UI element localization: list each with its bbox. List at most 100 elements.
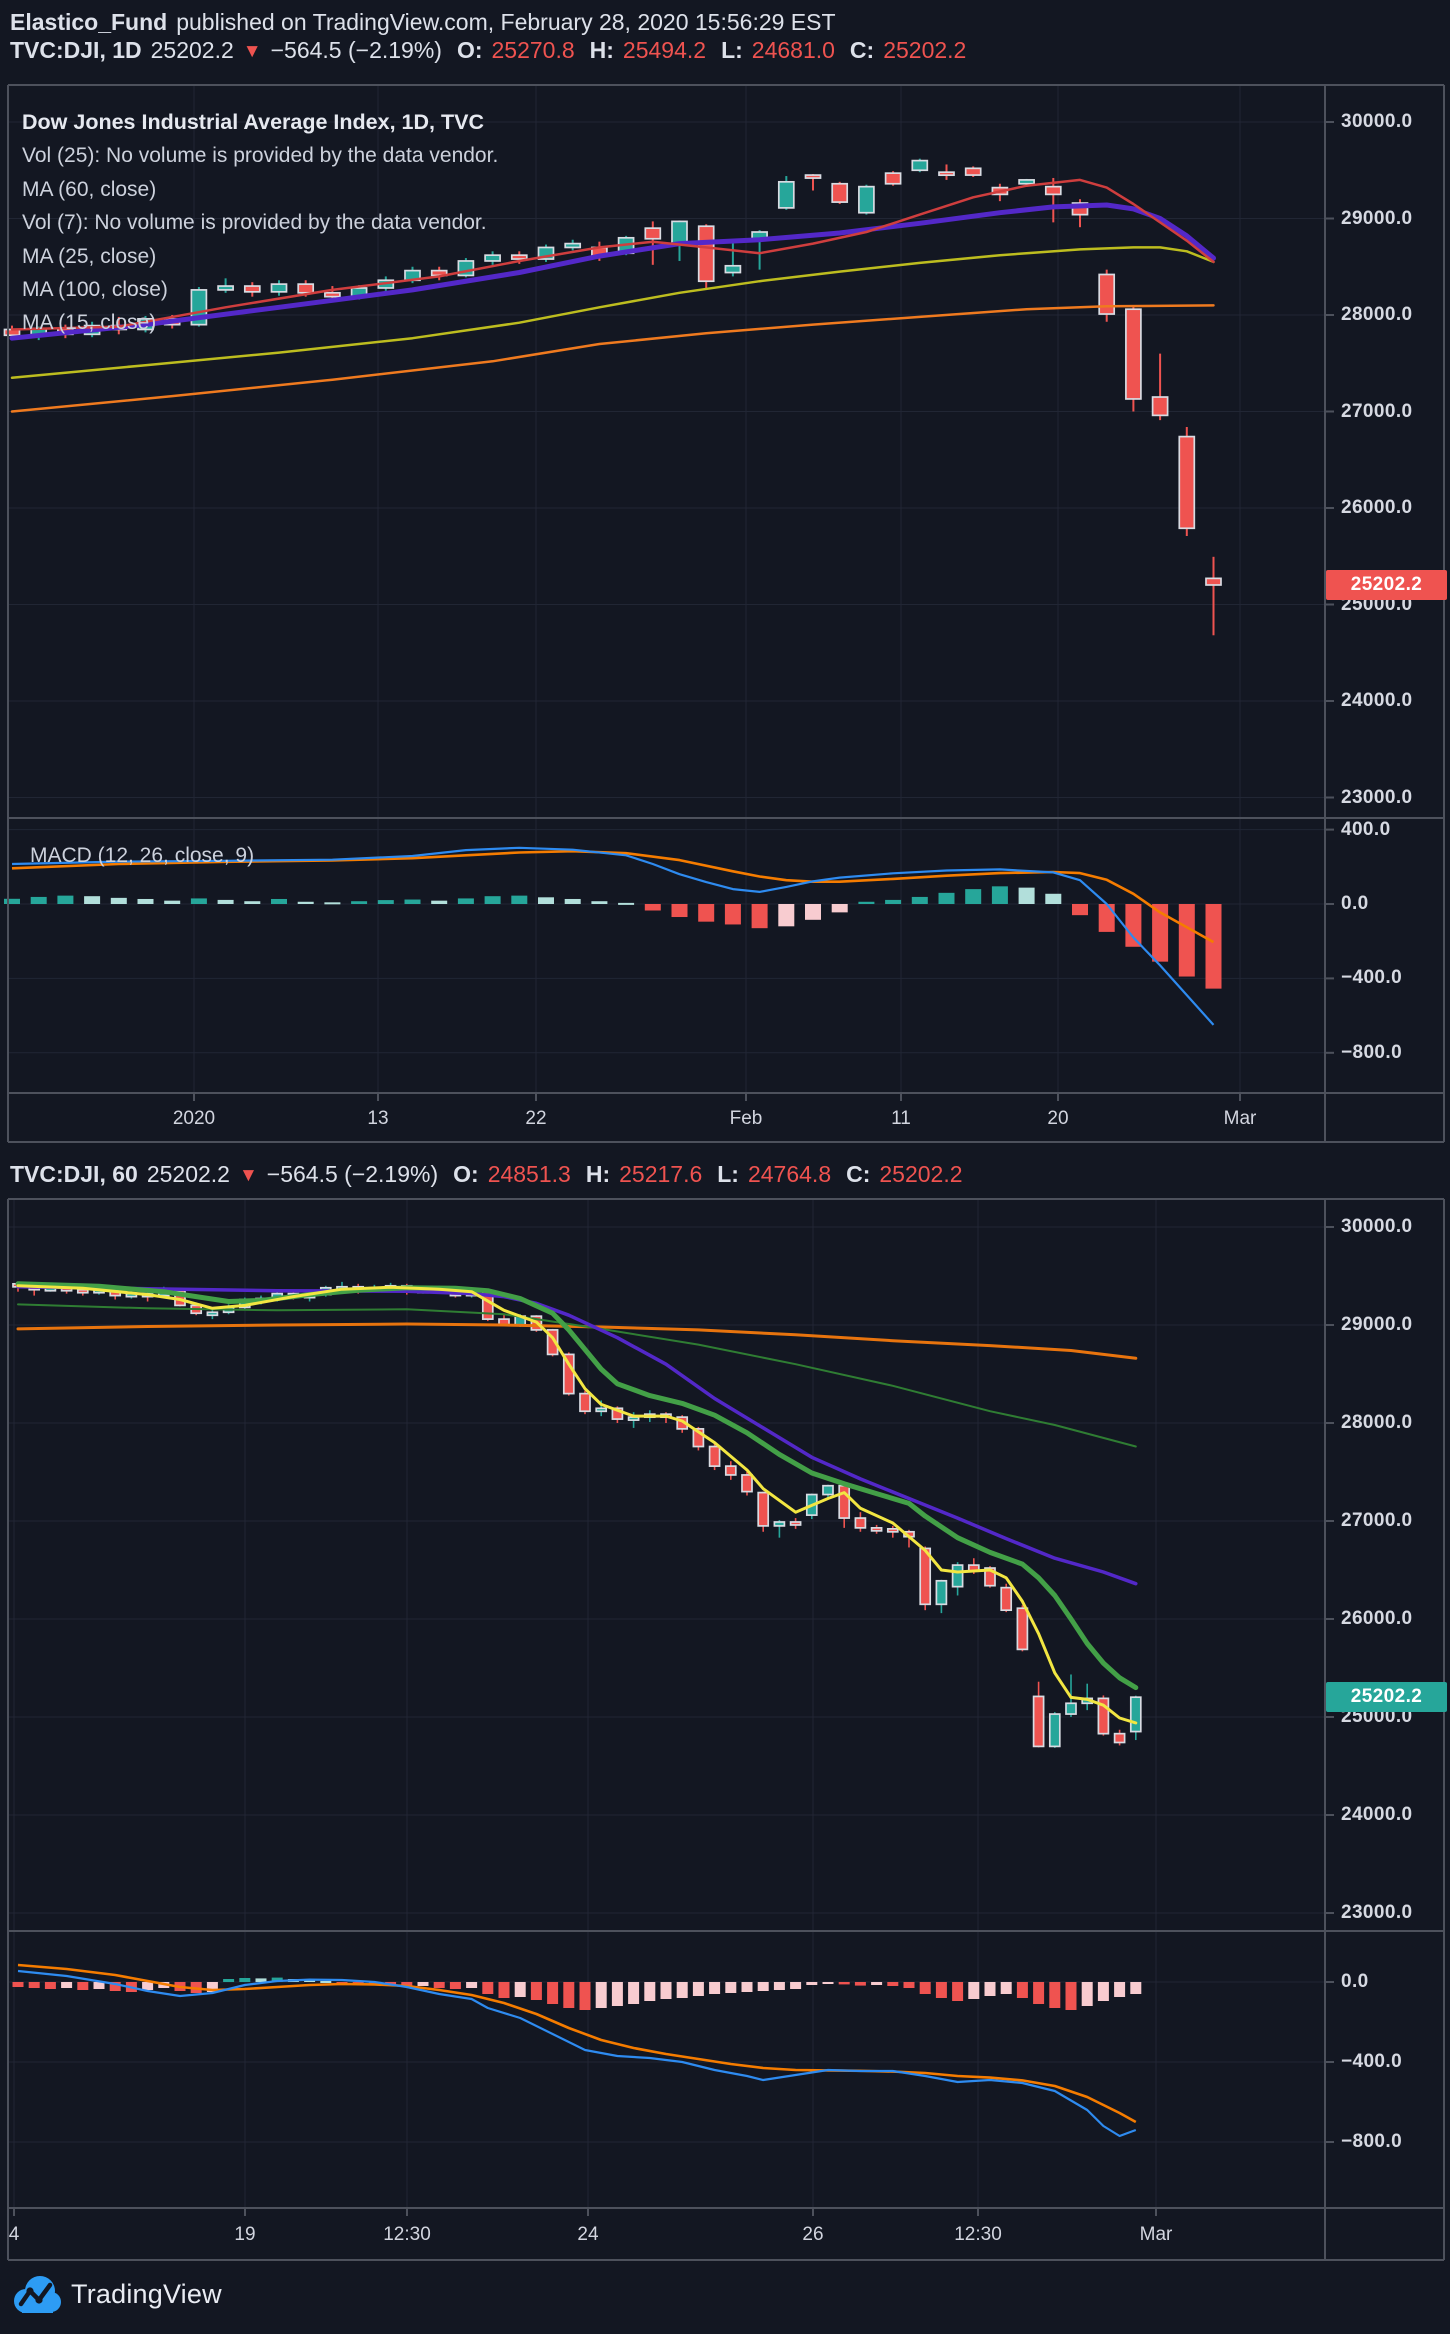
time-label: 22: [525, 1107, 547, 1129]
macd-histogram-bar: [4, 898, 20, 904]
current-price-badge: 25202.2: [1326, 569, 1447, 600]
macd-histogram-bar: [831, 904, 848, 913]
macd-histogram-bar: [911, 896, 928, 904]
ma-yellow: [16, 1284, 1138, 1725]
candle-down: [724, 1465, 737, 1476]
macd-histogram-bar: [61, 1982, 73, 1988]
legend-ma100[interactable]: MA (100, close): [22, 278, 168, 302]
macd-histogram-bar: [1152, 904, 1169, 962]
macd-histogram-bar: [563, 1982, 575, 2008]
macd-main-line: [11, 846, 1215, 1026]
macd-main-line: [17, 1969, 1137, 2138]
price-axis-label: 24000.0: [1341, 690, 1413, 711]
candle-down: [884, 172, 902, 185]
candle-down: [1113, 1732, 1126, 1744]
candle-up: [217, 285, 234, 291]
legend-ma15[interactable]: MA (15, close): [22, 311, 157, 335]
legend-ma25[interactable]: MA (25, close): [22, 244, 157, 268]
candle-down: [984, 1567, 996, 1587]
close-value: 25202.2: [879, 1161, 963, 1187]
tradingview-brand-text[interactable]: TradingView: [71, 2278, 222, 2309]
time-label: 24: [577, 2224, 599, 2245]
legend-vol25[interactable]: Vol (25): No volume is provided by the d…: [22, 144, 499, 168]
candle-up: [858, 185, 875, 214]
macd-histogram-bar: [1018, 887, 1035, 904]
legend-title[interactable]: Dow Jones Industrial Average Index, 1D, …: [22, 110, 484, 134]
candle-up: [1129, 1696, 1142, 1733]
candle-down: [297, 283, 315, 294]
candle-up: [270, 283, 288, 293]
macd-histogram-bar: [404, 899, 421, 904]
macd-histogram-bar: [244, 901, 261, 904]
macd-histogram-bar: [724, 904, 741, 925]
candle-down: [838, 1484, 851, 1519]
time-axis-daily[interactable]: [8, 1093, 1325, 1142]
candle-up: [935, 1579, 948, 1606]
price-axis-label: 27000.0: [1341, 1510, 1413, 1531]
time-label: 19: [234, 2224, 256, 2245]
price-axis-label: 27000.0: [1341, 400, 1413, 422]
macd-histogram-bar: [887, 1982, 899, 1986]
current-price-badge: 25202.2: [1326, 1682, 1447, 1713]
macd-histogram-bar: [1205, 904, 1222, 989]
macd-histogram-bar: [1178, 904, 1195, 977]
price-axis-label: 30000.0: [1341, 1216, 1413, 1237]
close-label: C:: [846, 1161, 871, 1187]
price-axis-label: 24000.0: [1341, 1804, 1413, 1825]
macd-signal-line: [11, 849, 1215, 944]
candle-down: [692, 1428, 705, 1448]
macd-histogram-bar: [206, 1982, 218, 1992]
MA (60, close): [10, 246, 1215, 379]
low-value: 24764.8: [747, 1161, 832, 1187]
time-label: Feb: [729, 1107, 763, 1129]
macd-histogram-bar: [871, 1982, 883, 1985]
macd-histogram-bar: [822, 1982, 834, 1984]
macd-histogram-bar: [109, 1982, 121, 1991]
candle-down: [741, 1474, 753, 1493]
macd-histogram-bar: [484, 896, 501, 904]
price-axis-hourly[interactable]: [1325, 1199, 1444, 2208]
time-label: 26: [802, 2224, 824, 2245]
candle-down: [1098, 273, 1116, 315]
macd-histogram-bar: [595, 1982, 607, 2008]
macd-histogram-bar: [952, 1982, 964, 2001]
price-axis-label: 29000.0: [1341, 207, 1413, 229]
macd-histogram-bar: [984, 1982, 996, 1996]
macd-histogram-bar: [93, 1982, 105, 1989]
candle-up: [206, 1311, 219, 1317]
close-value: 25202.2: [883, 37, 967, 63]
time-axis-hourly[interactable]: [8, 2208, 1325, 2260]
macd-legend[interactable]: MACD (12, 26, close, 9): [30, 844, 255, 867]
time-label: 20: [1047, 1107, 1069, 1129]
macd-histogram-bar: [790, 1982, 802, 1989]
price-axis-daily[interactable]: [1325, 85, 1444, 1093]
candle-down: [1044, 185, 1062, 196]
macd-histogram-bar: [751, 904, 768, 929]
low-label: L:: [717, 1161, 739, 1187]
legend-ma60[interactable]: MA (60, close): [22, 177, 157, 201]
macd-histogram-bar: [564, 898, 581, 904]
symbol-label[interactable]: TVC:DJI, 60: [10, 1161, 138, 1187]
macd-histogram-bar: [1065, 1982, 1077, 2010]
macd-histogram-bar: [142, 1982, 154, 1990]
macd-histogram-bar: [1130, 1982, 1142, 1994]
macd-histogram-bar: [1000, 1982, 1012, 1994]
legend-vol7[interactable]: Vol (7): No volume is provided by the da…: [22, 211, 487, 235]
macd-histogram-bar: [1081, 1982, 1093, 2006]
price-change: −564.5 (−2.19%): [270, 37, 442, 63]
high-label: H:: [589, 37, 614, 63]
author-name[interactable]: Elastico_Fund: [10, 9, 168, 35]
macd-histogram-bar: [304, 1980, 316, 1982]
MA (100, close): [10, 304, 1215, 413]
macd-histogram-bar: [417, 1982, 429, 1986]
macd-histogram-bar: [77, 1982, 89, 1990]
macd-histogram-bar: [110, 897, 127, 904]
open-value: 24851.3: [487, 1161, 571, 1187]
MA (15, close): [10, 178, 1215, 331]
macd-histogram-bar: [514, 1982, 526, 1997]
symbol-label[interactable]: TVC:DJI, 1D: [10, 37, 142, 63]
tradingview-logo-icon[interactable]: [13, 2272, 61, 2316]
macd-histogram-bar: [530, 1982, 542, 2000]
high-value: 25494.2: [622, 37, 707, 63]
